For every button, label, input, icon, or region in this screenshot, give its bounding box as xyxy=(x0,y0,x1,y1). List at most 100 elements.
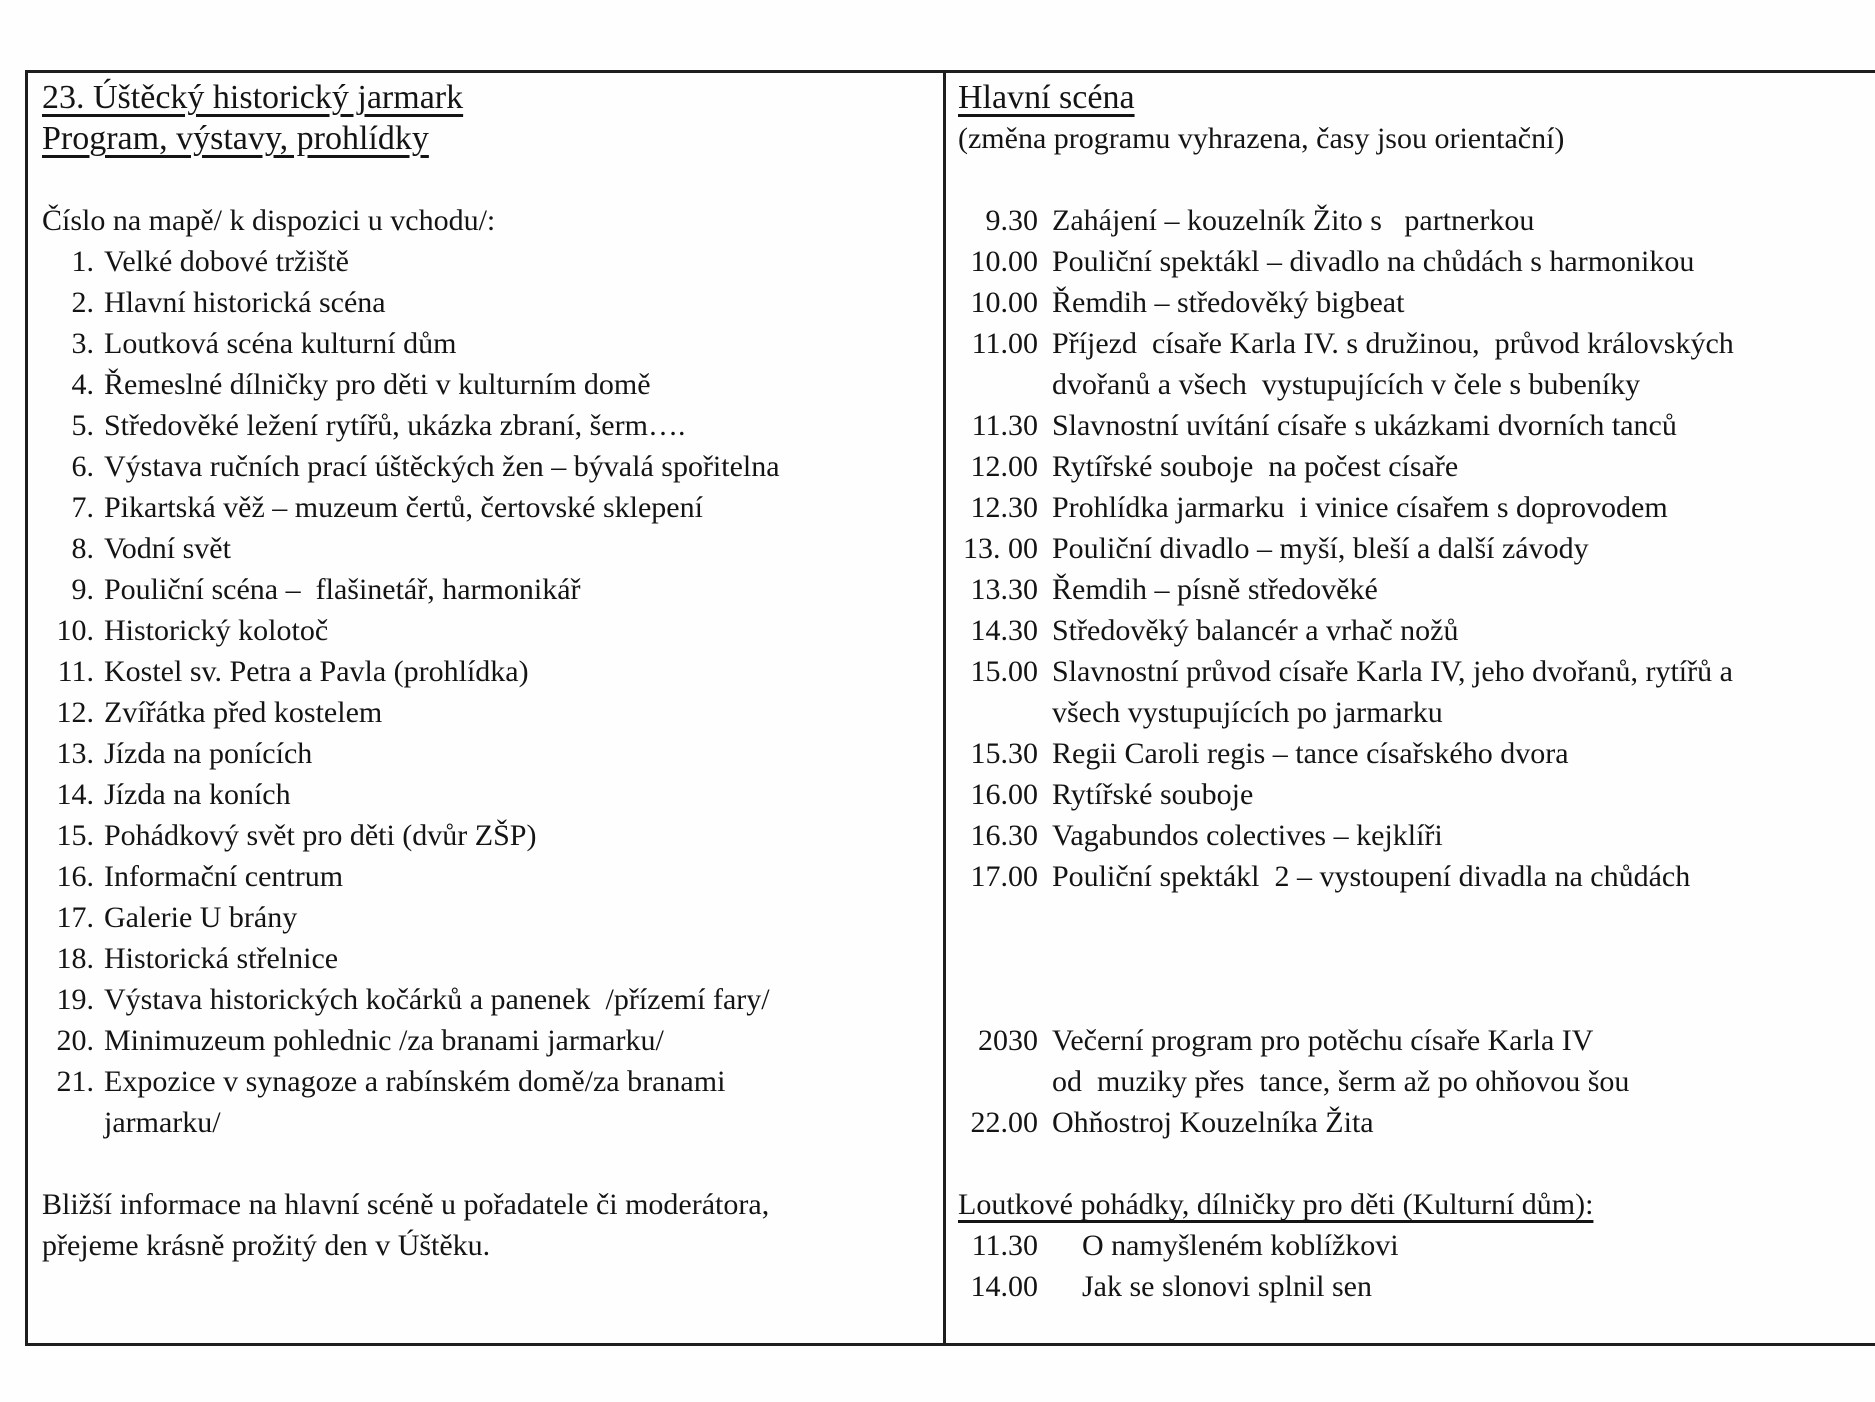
map-location-row: 4. Řemeslné dílničky pro děti v kulturní… xyxy=(42,364,935,405)
schedule-description: Příjezd císaře Karla IV. s družinou, prů… xyxy=(1052,327,1734,401)
program-change-disclaimer: (změna programu vyhrazena, časy jsou ori… xyxy=(958,122,1565,155)
right-column-main-stage: Hlavní scéna (změna programu vyhrazena, … xyxy=(946,73,1875,1343)
schedule-time: 22.00 xyxy=(970,1106,1039,1139)
map-location-text: Pohádkový svět pro děti (dvůr ZŠP) xyxy=(104,819,537,852)
map-location-number: 15. xyxy=(56,819,95,852)
map-location-text: Historický kolotoč xyxy=(104,614,329,647)
map-location-row: 3. Loutková scéna kulturní dům xyxy=(42,323,935,364)
map-location-number: 8. xyxy=(71,532,95,565)
map-location-number: 7. xyxy=(71,491,95,524)
map-location-number: 16. xyxy=(56,860,95,893)
schedule-time: 11.00 xyxy=(971,327,1038,360)
footer-note: Bližší informace na hlavní scéně u pořad… xyxy=(42,1188,770,1262)
schedule-description: Jak se slonovi splnil sen xyxy=(1082,1270,1372,1303)
schedule-time: 2030 xyxy=(978,1024,1038,1057)
schedule-description: O namyšleném koblížkovi xyxy=(1082,1229,1399,1262)
schedule-description: Zahájení – kouzelník Žito s partnerkou xyxy=(1052,204,1535,237)
map-location-row: 7. Pikartská věž – muzeum čertů, čertovs… xyxy=(42,487,935,528)
map-location-number: 6. xyxy=(71,450,95,483)
map-location-text: Vodní svět xyxy=(104,532,231,565)
map-location-text: Expozice v synagoze a rabínském domě/za … xyxy=(104,1065,726,1139)
schedule-description: Řemdih – písně středověké xyxy=(1052,573,1378,606)
map-location-text: Řemeslné dílničky pro děti v kulturním d… xyxy=(104,368,651,401)
map-location-row: 21. Expozice v synagoze a rabínském domě… xyxy=(42,1061,935,1143)
schedule-row: 14.30 Středověký balancér a vrhač nožů xyxy=(958,610,1869,651)
map-location-number: 14. xyxy=(56,778,95,811)
schedule-row: 13. 00 Pouliční divadlo – myší, bleší a … xyxy=(958,528,1869,569)
map-location-text: Kostel sv. Petra a Pavla (prohlídka) xyxy=(104,655,529,688)
map-location-row: 16. Informační centrum xyxy=(42,856,935,897)
map-numbers-heading: Číslo na mapě/ k dispozici u vchodu/: xyxy=(42,204,496,237)
schedule-time: 12.30 xyxy=(970,491,1039,524)
map-location-text: Informační centrum xyxy=(104,860,344,893)
schedule-description: Večerní program pro potěchu císaře Karla… xyxy=(1052,1024,1630,1098)
map-location-row: 2. Hlavní historická scéna xyxy=(42,282,935,323)
schedule-description: Ohňostroj Kouzelníka Žita xyxy=(1052,1106,1374,1139)
map-location-text: Výstava ručních prací úštěckých žen – bý… xyxy=(104,450,780,483)
puppet-shows-heading: Loutkové pohádky, dílničky pro děti (Kul… xyxy=(958,1188,1594,1221)
schedule-row: 12.00 Rytířské souboje na počest císaře xyxy=(958,446,1869,487)
map-location-text: Jízda na ponících xyxy=(104,737,313,770)
schedule-time: 13. 00 xyxy=(963,532,1038,565)
schedule-time: 10.00 xyxy=(970,286,1039,319)
schedule-time: 14.30 xyxy=(970,614,1039,647)
map-location-number: 12. xyxy=(56,696,95,729)
schedule-description: Pouliční spektákl – divadlo na chůdách s… xyxy=(1052,245,1695,278)
map-location-number: 17. xyxy=(56,901,95,934)
map-location-row: 1. Velké dobové tržiště xyxy=(42,241,935,282)
schedule-description: Prohlídka jarmarku i vinice císařem s do… xyxy=(1052,491,1668,524)
schedule-time: 11.30 xyxy=(971,1229,1038,1262)
schedule-time: 14.00 xyxy=(970,1270,1039,1303)
schedule-row: 2030 Večerní program pro potěchu císaře … xyxy=(958,1020,1869,1102)
left-column-program-exhibitions: 23. Úštěcký historický jarmark Program, … xyxy=(28,73,946,1343)
schedule-row: 17.00 Pouliční spektákl 2 – vystoupení d… xyxy=(958,856,1869,897)
map-location-number: 2. xyxy=(71,286,95,319)
schedule-row: 12.30 Prohlídka jarmarku i vinice císaře… xyxy=(958,487,1869,528)
map-location-number: 21. xyxy=(56,1065,95,1098)
schedule-row: 10.00 Pouliční spektákl – divadlo na chů… xyxy=(958,241,1869,282)
schedule-description: Slavnostní průvod císaře Karla IV, jeho … xyxy=(1052,655,1733,729)
map-location-row: 9. Pouliční scéna – flašinetář, harmonik… xyxy=(42,569,935,610)
schedule-description: Rytířské souboje xyxy=(1052,778,1254,811)
schedule-row: 11.30 Slavnostní uvítání císaře s ukázka… xyxy=(958,405,1869,446)
map-location-row: 13. Jízda na ponících xyxy=(42,733,935,774)
map-location-text: Hlavní historická scéna xyxy=(104,286,386,319)
map-location-number: 5. xyxy=(71,409,95,442)
map-location-row: 14. Jízda na koních xyxy=(42,774,935,815)
map-location-text: Pikartská věž – muzeum čertů, čertovské … xyxy=(104,491,703,524)
schedule-time: 13.30 xyxy=(970,573,1039,606)
map-location-text: Minimuzeum pohlednic /za branami jarmark… xyxy=(104,1024,664,1057)
schedule-time: 17.00 xyxy=(970,860,1039,893)
evening-program-schedule: 2030 Večerní program pro potěchu císaře … xyxy=(958,1020,1869,1143)
schedule-row: 16.30 Vagabundos colectives – kejklíři xyxy=(958,815,1869,856)
map-location-number: 18. xyxy=(56,942,95,975)
schedule-row: 15.00 Slavnostní průvod císaře Karla IV,… xyxy=(958,651,1869,733)
main-stage-schedule: 9.30 Zahájení – kouzelník Žito s partner… xyxy=(958,200,1869,897)
main-stage-heading: Hlavní scéna xyxy=(958,79,1135,116)
schedule-row: 16.00 Rytířské souboje xyxy=(958,774,1869,815)
schedule-description: Slavnostní uvítání císaře s ukázkami dvo… xyxy=(1052,409,1677,442)
map-location-row: 17. Galerie U brány xyxy=(42,897,935,938)
map-location-row: 18. Historická střelnice xyxy=(42,938,935,979)
map-location-number: 1. xyxy=(71,245,95,278)
map-location-number: 19. xyxy=(56,983,95,1016)
map-location-row: 5. Středověké ležení rytířů, ukázka zbra… xyxy=(42,405,935,446)
schedule-row: 11.00 Příjezd císaře Karla IV. s družino… xyxy=(958,323,1869,405)
schedule-row: 14.00 Jak se slonovi splnil sen xyxy=(958,1266,1869,1307)
map-location-text: Pouliční scéna – flašinetář, harmonikář xyxy=(104,573,581,606)
map-location-row: 19. Výstava historických kočárků a panen… xyxy=(42,979,935,1020)
schedule-row: 15.30 Regii Caroli regis – tance císařsk… xyxy=(958,733,1869,774)
map-location-text: Výstava historických kočárků a panenek /… xyxy=(104,983,770,1016)
schedule-time: 12.00 xyxy=(970,450,1039,483)
schedule-description: Řemdih – středověký bigbeat xyxy=(1052,286,1405,319)
schedule-row: 10.00 Řemdih – středověký bigbeat xyxy=(958,282,1869,323)
map-location-row: 10. Historický kolotoč xyxy=(42,610,935,651)
map-location-text: Jízda na koních xyxy=(104,778,291,811)
schedule-time: 9.30 xyxy=(985,204,1039,237)
map-location-text: Galerie U brány xyxy=(104,901,298,934)
map-location-number: 9. xyxy=(71,573,95,606)
schedule-description: Regii Caroli regis – tance císařského dv… xyxy=(1052,737,1569,770)
document-subtitle: Program, výstavy, prohlídky xyxy=(42,120,429,157)
map-location-text: Loutková scéna kulturní dům xyxy=(104,327,457,360)
